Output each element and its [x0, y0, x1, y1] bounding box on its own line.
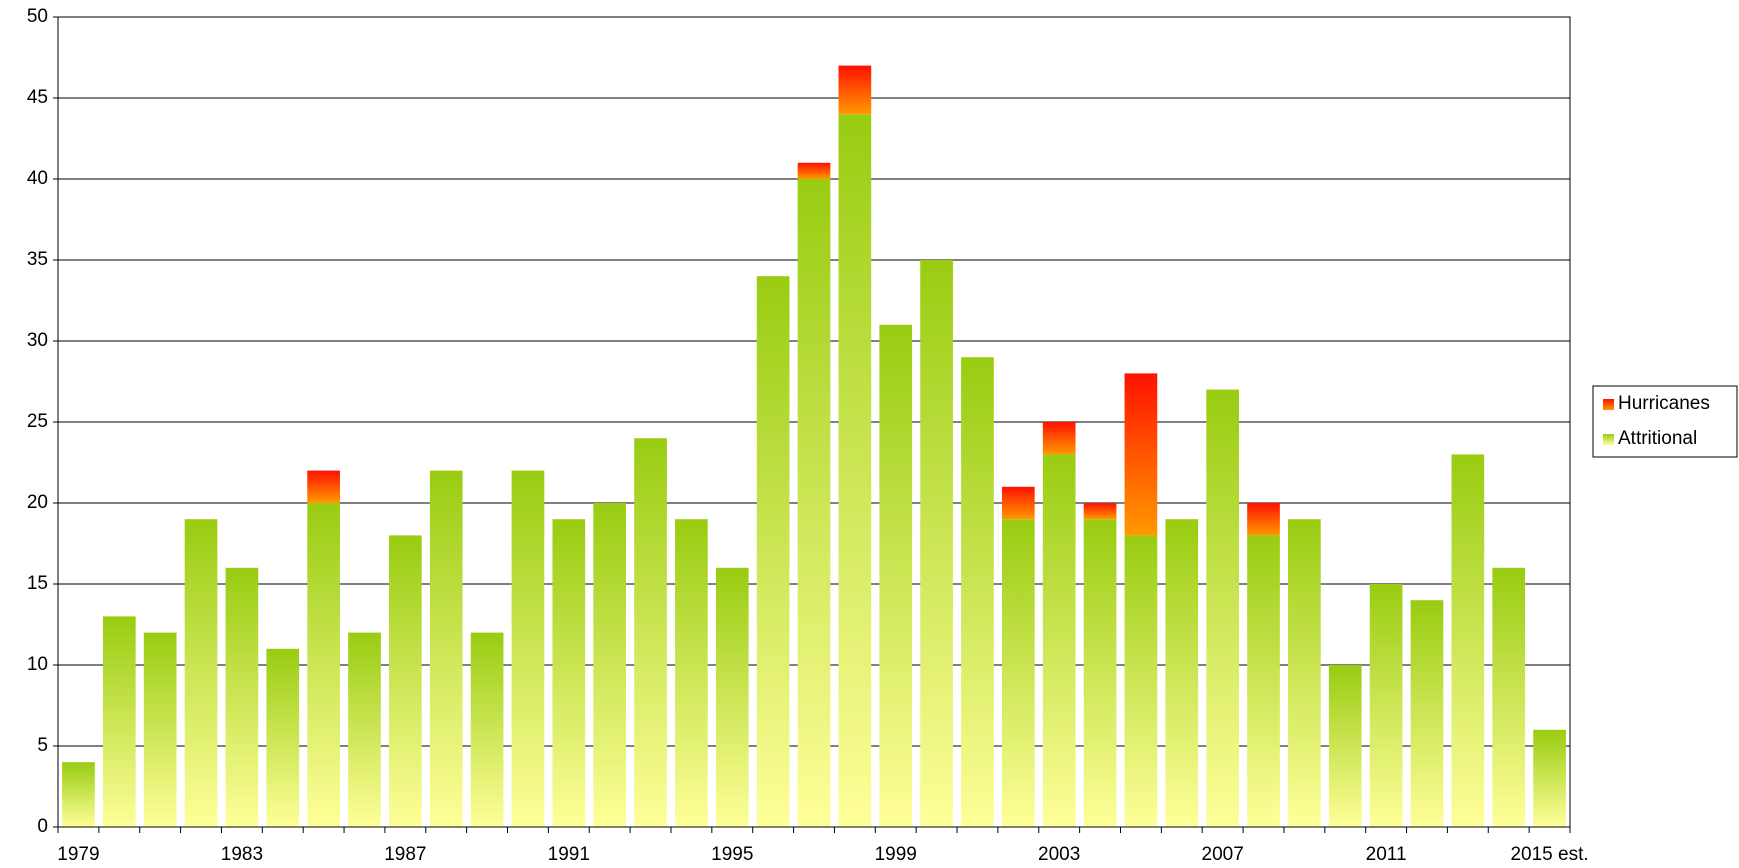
bar: [879, 324, 913, 827]
bar: [1492, 567, 1526, 827]
bar: [1451, 454, 1485, 827]
bar: [634, 438, 667, 827]
bar: [307, 470, 340, 503]
bar: [715, 567, 749, 827]
y-tick-label: 35: [27, 249, 48, 270]
bar: [1328, 665, 1362, 827]
bar: [1410, 600, 1444, 827]
x-tick-label: 1979: [57, 844, 99, 865]
bar: [1042, 422, 1076, 455]
legend-swatch: [1603, 434, 1614, 445]
bar: [1124, 373, 1158, 536]
x-tick-label: 1991: [548, 844, 590, 865]
bar: [838, 65, 872, 115]
bar: [1288, 519, 1321, 827]
bar: [429, 470, 463, 827]
bar: [1206, 389, 1239, 827]
y-tick-label: 25: [27, 411, 48, 432]
bar: [143, 632, 177, 827]
bar: [1124, 535, 1158, 827]
legend-label: Attritional: [1618, 428, 1697, 449]
bar: [389, 535, 422, 827]
y-tick-label: 45: [27, 87, 48, 108]
bar: [348, 632, 381, 827]
bar: [1083, 519, 1117, 827]
y-tick-label: 5: [37, 735, 48, 756]
x-tick-label: 2007: [1202, 844, 1244, 865]
bar: [1247, 535, 1280, 827]
x-tick-label: 1983: [221, 844, 263, 865]
legend-label: Hurricanes: [1618, 393, 1710, 414]
y-tick-label: 30: [27, 330, 48, 351]
bar: [1533, 729, 1566, 827]
y-tick-label: 20: [27, 492, 48, 513]
bar: [1165, 519, 1199, 827]
bar: [756, 276, 790, 827]
bar: [511, 470, 545, 827]
bar: [797, 179, 831, 827]
x-tick-label: 2011: [1366, 844, 1407, 865]
bar: [470, 632, 504, 827]
bar: [593, 503, 627, 827]
y-tick-label: 50: [27, 6, 48, 27]
bar: [1001, 519, 1035, 827]
bar: [1042, 454, 1076, 827]
bar: [1369, 584, 1403, 827]
bar: [62, 762, 95, 827]
legend-box: [1592, 385, 1738, 458]
y-tick-label: 0: [37, 816, 48, 837]
bar: [838, 114, 872, 827]
x-tick-label: 1987: [384, 844, 426, 865]
x-tick-label: 1995: [711, 844, 753, 865]
y-tick-label: 40: [27, 168, 48, 189]
bar: [184, 519, 218, 827]
x-tick-label: 1999: [875, 844, 917, 865]
bar: [552, 519, 586, 827]
bar: [961, 357, 994, 827]
x-tick-label: 2015 est.: [1510, 844, 1588, 865]
bar: [797, 162, 831, 179]
bar: [307, 503, 340, 827]
bar: [102, 616, 136, 827]
bar: [920, 260, 953, 827]
legend-swatch: [1603, 399, 1614, 410]
y-tick-label: 15: [27, 573, 48, 594]
bar: [1001, 486, 1035, 520]
bar: [225, 567, 259, 827]
bar: [266, 648, 300, 827]
y-tick-label: 10: [27, 654, 48, 675]
bar: [1247, 503, 1280, 536]
bar: [1083, 503, 1117, 520]
x-tick-label: 2003: [1038, 844, 1080, 865]
bar: [675, 519, 708, 827]
